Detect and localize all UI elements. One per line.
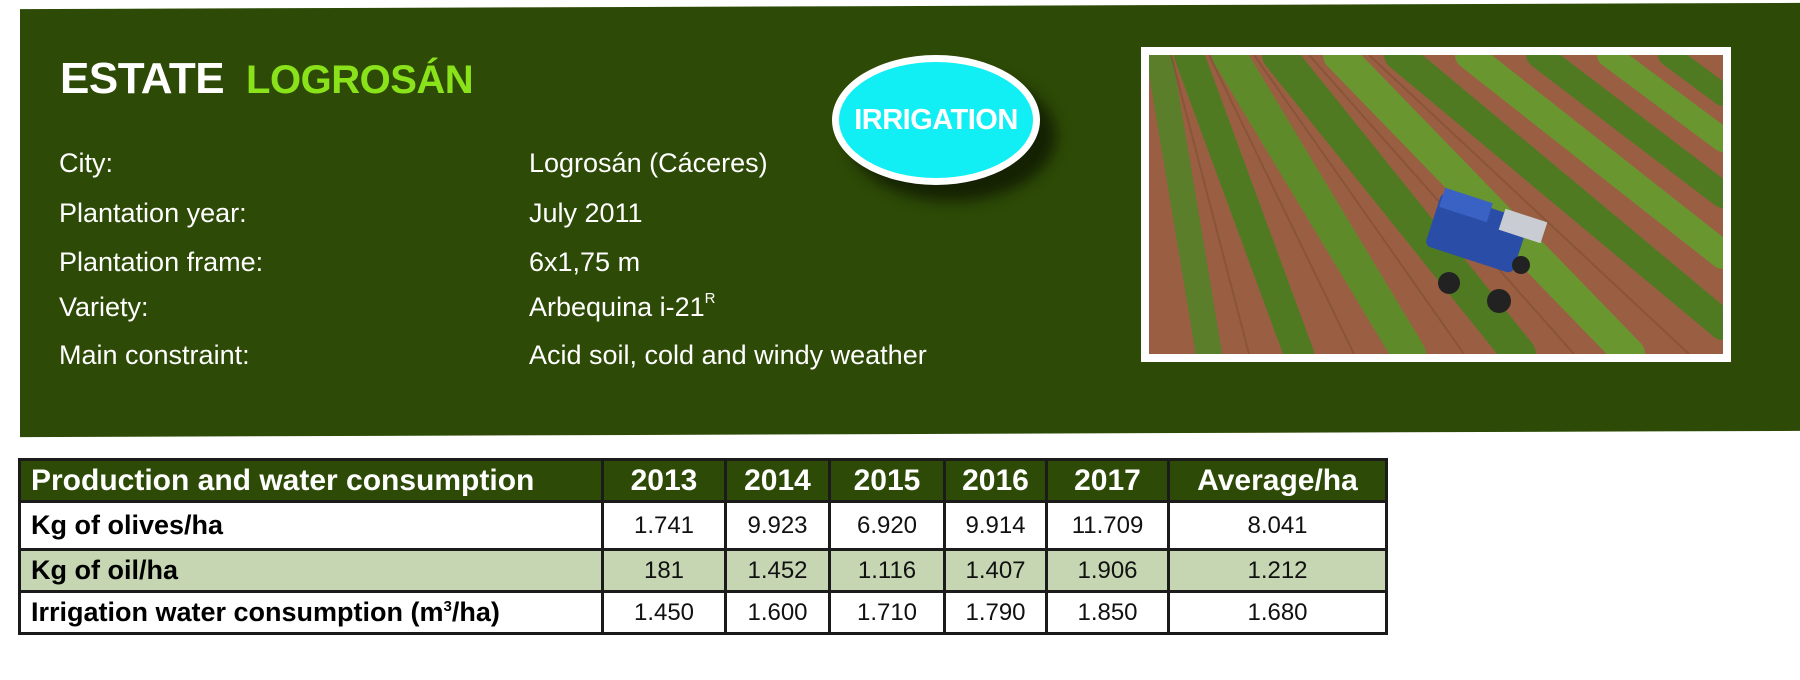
header-2014: 2014 xyxy=(724,458,831,503)
header-2015: 2015 xyxy=(828,458,946,503)
detail-value-main-constraint: Acid soil, cold and windy weather xyxy=(529,340,927,370)
detail-label-plantation-year: Plantation year: xyxy=(59,198,247,228)
table-cell: 1.407 xyxy=(943,548,1048,593)
variety-text: Arbequina i-21 xyxy=(529,292,705,322)
table-cell: 1.790 xyxy=(943,590,1048,635)
estate-title: ESTATE LOGROSÁN xyxy=(60,54,474,104)
header-2017: 2017 xyxy=(1045,458,1170,503)
row-label-olives: Kg of olives/ha xyxy=(18,500,604,551)
table-cell: 1.850 xyxy=(1045,590,1170,635)
irrigation-badge-label: IRRIGATION xyxy=(839,62,1033,178)
table-cell: 1.452 xyxy=(724,548,831,593)
table-row: Irrigation water consumption (m3/ha) 1.4… xyxy=(18,590,1388,635)
table-cell: 1.906 xyxy=(1045,548,1170,593)
detail-value-plantation-frame: 6x1,75 m xyxy=(529,247,641,277)
detail-label-main-constraint: Main constraint: xyxy=(59,340,250,370)
table-cell: 8.041 xyxy=(1167,500,1388,551)
detail-label-plantation-frame: Plantation frame: xyxy=(59,247,264,277)
table-cell: 6.920 xyxy=(828,500,946,551)
detail-value-plantation-year: July 2011 xyxy=(529,198,643,228)
olive-grove-photo xyxy=(1149,55,1723,354)
production-table: Production and water consumption 2013 20… xyxy=(18,458,1388,635)
header-2016: 2016 xyxy=(943,458,1048,503)
detail-label-variety: Variety: xyxy=(59,292,149,322)
detail-label-city: City: xyxy=(59,148,113,178)
detail-value-variety: Arbequina i-21R xyxy=(529,290,716,323)
row-label-oil: Kg of oil/ha xyxy=(18,548,604,593)
table-cell: 1.710 xyxy=(828,590,946,635)
title-estate-name: LOGROSÁN xyxy=(246,58,474,102)
detail-value-city: Logrosán (Cáceres) xyxy=(529,148,768,178)
table-row: Kg of olives/ha 1.741 9.923 6.920 9.914 … xyxy=(18,500,1388,551)
olive-grove-illustration xyxy=(1149,55,1723,354)
table-cell: 1.680 xyxy=(1167,590,1388,635)
table-cell: 9.914 xyxy=(943,500,1048,551)
header-2013: 2013 xyxy=(601,458,727,503)
irrigation-label-text: Irrigation water consumption (m xyxy=(31,597,444,627)
table-cell: 181 xyxy=(601,548,727,593)
harvester-machine xyxy=(1426,187,1548,313)
table-cell: 1.212 xyxy=(1167,548,1388,593)
irrigation-label-suffix: /ha) xyxy=(451,597,500,627)
table-cell: 1.600 xyxy=(724,590,831,635)
irrigation-label-superscript: 3 xyxy=(443,598,452,615)
table-cell: 1.450 xyxy=(601,590,727,635)
table-cell: 9.923 xyxy=(724,500,831,551)
table-row: Kg of oil/ha 181 1.452 1.116 1.407 1.906… xyxy=(18,548,1388,593)
row-label-irrigation: Irrigation water consumption (m3/ha) xyxy=(18,590,604,635)
header-average: Average/ha xyxy=(1167,458,1388,503)
table-cell: 1.741 xyxy=(601,500,727,551)
table-cell: 11.709 xyxy=(1045,500,1170,551)
header-title: Production and water consumption xyxy=(18,458,604,503)
table-header-row: Production and water consumption 2013 20… xyxy=(18,458,1388,503)
irrigation-badge: IRRIGATION xyxy=(832,55,1040,185)
title-prefix: ESTATE xyxy=(60,54,225,103)
table-cell: 1.116 xyxy=(828,548,946,593)
variety-superscript: R xyxy=(704,290,716,307)
